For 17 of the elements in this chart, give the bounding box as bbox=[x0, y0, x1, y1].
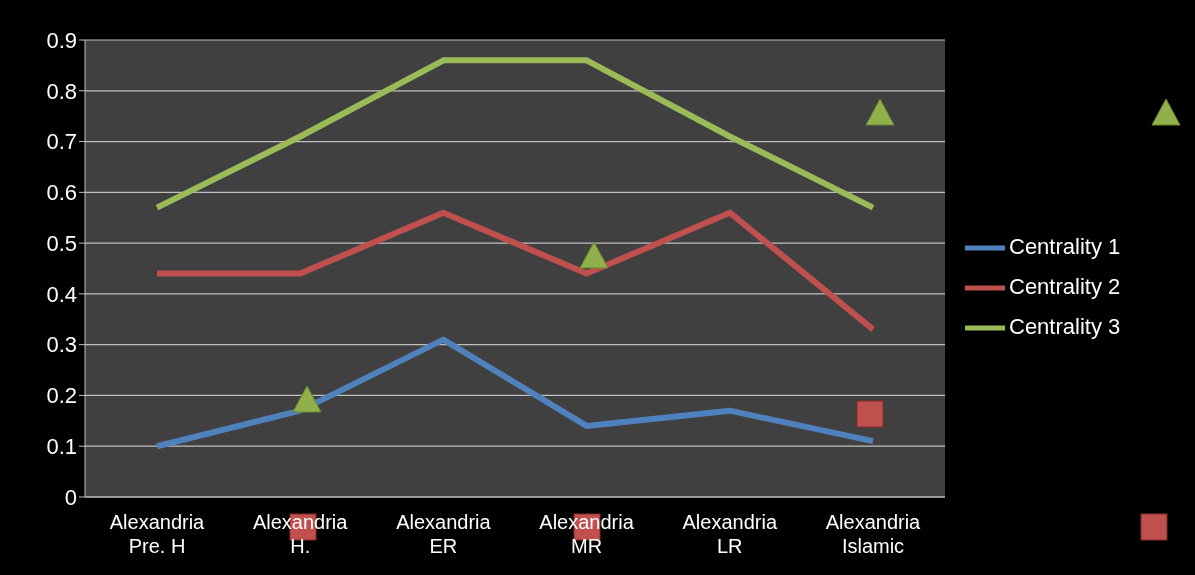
y-tick-label: 0.8 bbox=[46, 78, 77, 104]
y-tick-label: 0.7 bbox=[46, 129, 77, 155]
legend-label: Centrality 1 bbox=[1009, 233, 1121, 259]
x-tick-label: Alexandria Pre. H bbox=[109, 511, 206, 557]
x-tick-label: Alexandria LR bbox=[682, 511, 778, 557]
y-tick-label: 0.5 bbox=[46, 230, 77, 256]
y-tick-label: 0.9 bbox=[46, 27, 77, 53]
y-tick-label: 0.4 bbox=[46, 281, 77, 307]
y-tick-label: 0.1 bbox=[46, 434, 77, 460]
y-tick-label: 0.6 bbox=[46, 180, 77, 206]
legend-label: Centrality 3 bbox=[1009, 313, 1121, 339]
y-tick-label: 0.3 bbox=[46, 332, 77, 358]
legend-label: Centrality 2 bbox=[1009, 273, 1121, 299]
x-tick-label: Alexandria ER bbox=[396, 511, 492, 557]
y-tick-label: 0.2 bbox=[46, 383, 77, 409]
x-tick-label: Alexandria Islamic bbox=[825, 511, 922, 557]
y-tick-label: 0 bbox=[64, 484, 77, 510]
